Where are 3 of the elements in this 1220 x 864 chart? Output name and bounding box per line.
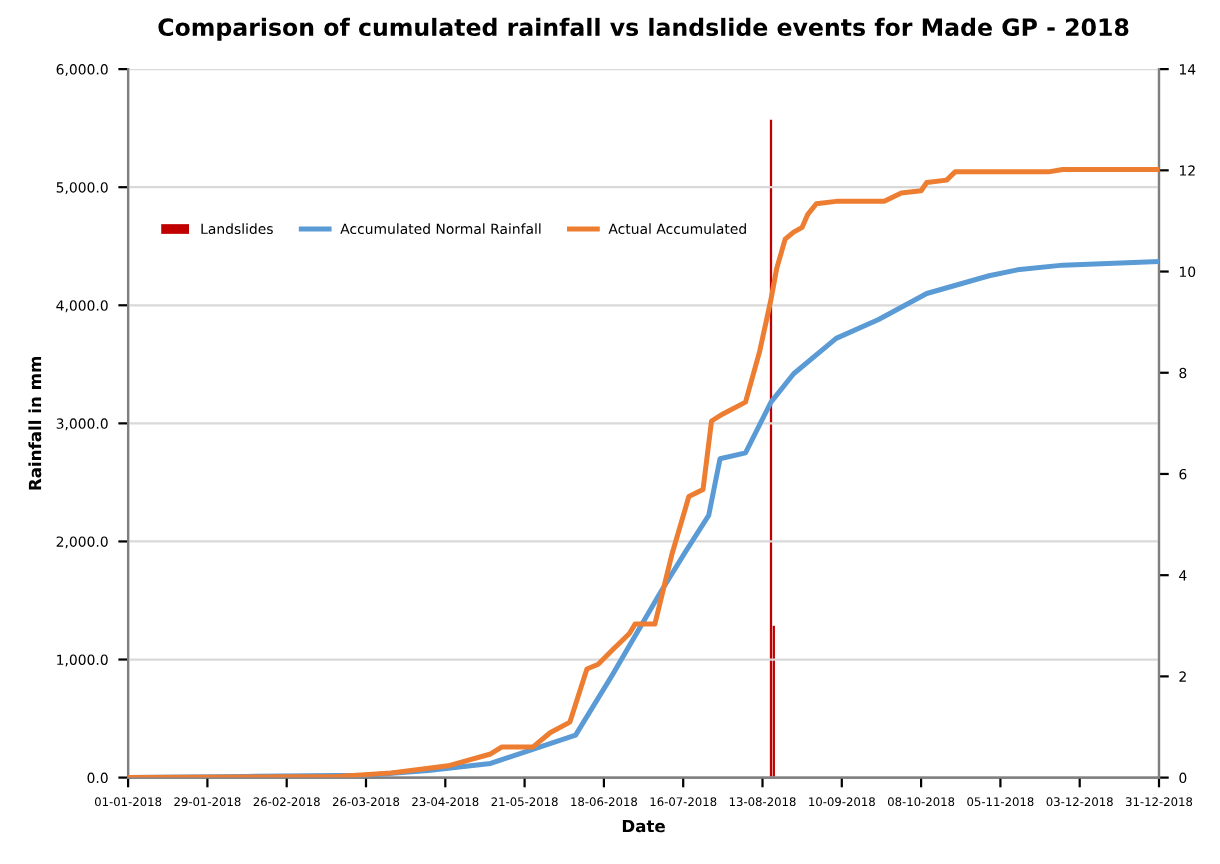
x-axis-title: Date <box>622 819 665 833</box>
chart-title: Comparison of cumulated rainfall vs landslide events for Made GP - 2018 <box>158 17 1129 41</box>
y-axis-title: Rainfall in mm <box>28 356 42 490</box>
